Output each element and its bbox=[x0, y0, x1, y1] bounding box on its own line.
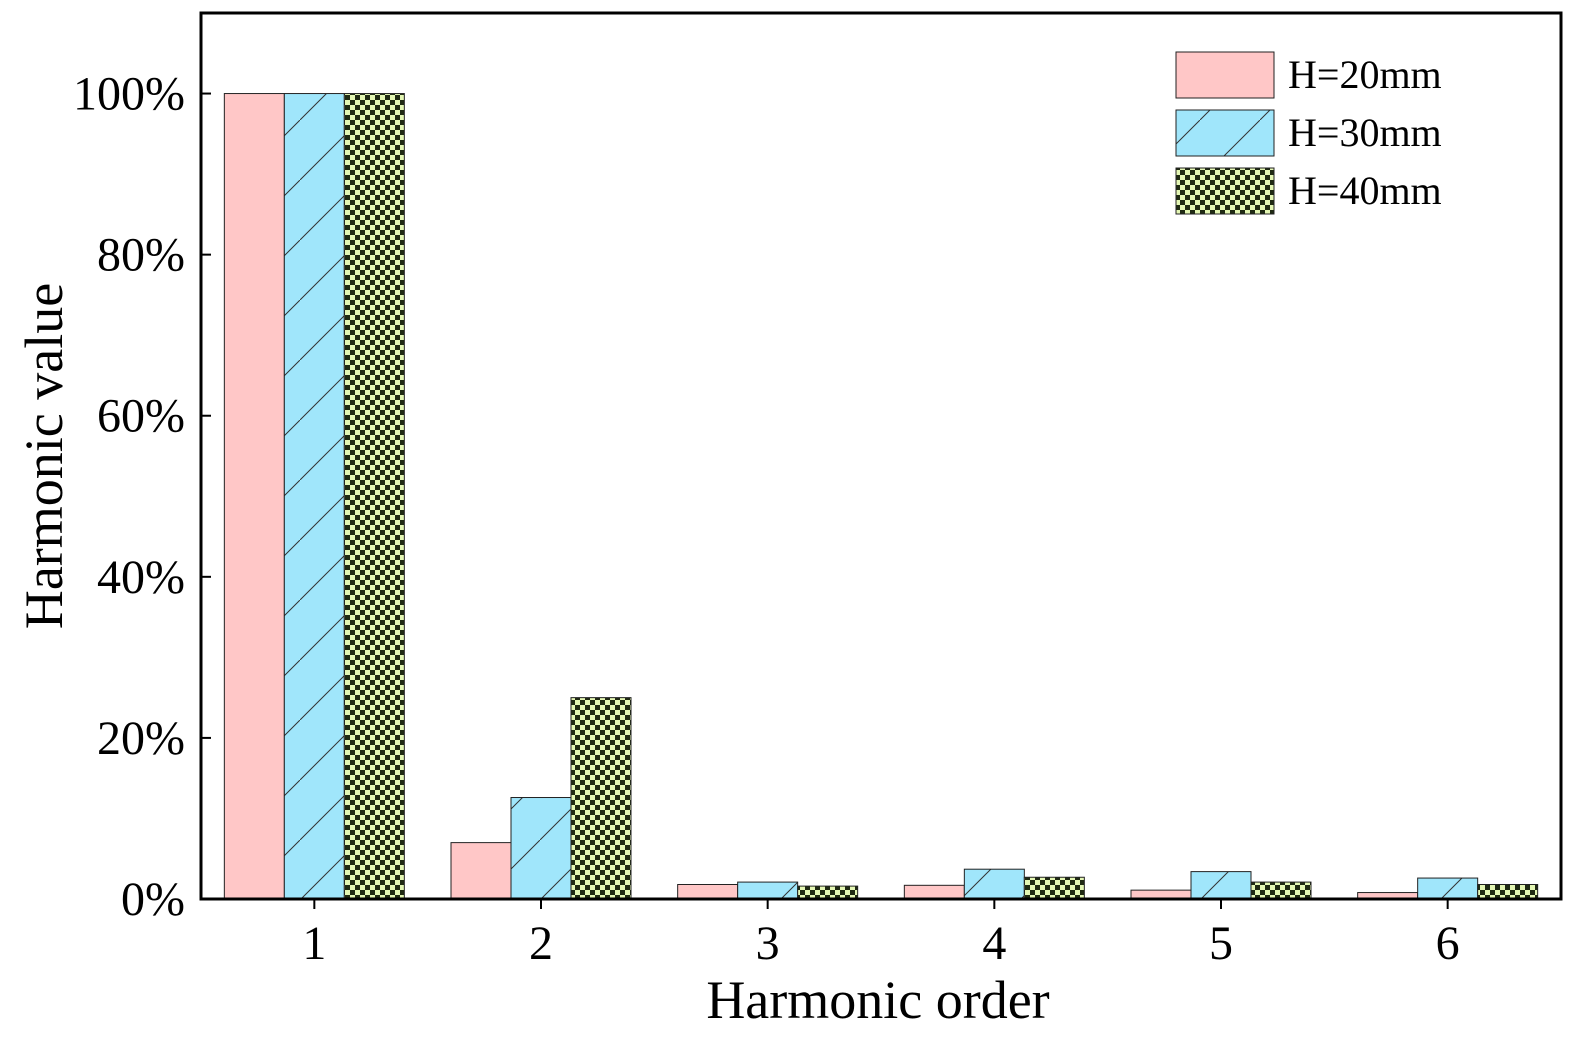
bar-H=40mm-order-2 bbox=[570, 697, 632, 900]
y-tick-label: 100% bbox=[73, 68, 185, 121]
legend: H=20mm H=30mm H=40mm bbox=[1175, 51, 1442, 215]
bar-H=40mm-order-3 bbox=[797, 885, 859, 900]
legend-swatch-H=20mm bbox=[1175, 51, 1275, 99]
x-tick-label: 1 bbox=[302, 917, 326, 970]
legend-swatch-H=30mm bbox=[1175, 109, 1275, 157]
bar-H=30mm-order-4 bbox=[963, 868, 1025, 900]
bar-H=30mm-order-5 bbox=[1190, 871, 1252, 900]
bar-H=40mm-order-1 bbox=[343, 93, 405, 900]
bar-H=20mm-order-2 bbox=[450, 842, 512, 900]
bar-H=40mm-order-4 bbox=[1023, 876, 1085, 900]
plot-frame bbox=[199, 11, 1563, 901]
y-axis-title: Harmonic value bbox=[14, 283, 74, 629]
x-tick-label: 2 bbox=[529, 917, 553, 970]
x-tick-label: 3 bbox=[756, 917, 780, 970]
x-axis: 1 2 3 4 5 6 bbox=[302, 899, 1460, 970]
y-tick-label: 60% bbox=[97, 390, 185, 443]
bar-H=20mm-order-4 bbox=[903, 884, 965, 900]
y-axis: 0% 20% 40% 60% 80% 100% bbox=[73, 68, 211, 926]
bar-H=20mm-order-1 bbox=[223, 93, 285, 900]
legend-label-H=20mm: H=20mm bbox=[1288, 52, 1442, 97]
legend-label-H=40mm: H=40mm bbox=[1288, 168, 1442, 213]
legend-swatch-H=40mm bbox=[1175, 167, 1275, 215]
bar-H=30mm-order-2 bbox=[510, 797, 572, 900]
bar-H=40mm-order-6 bbox=[1477, 884, 1539, 900]
bars-layer bbox=[223, 93, 1539, 900]
x-axis-title: Harmonic order bbox=[706, 970, 1049, 1030]
bar-H=40mm-order-5 bbox=[1250, 881, 1312, 900]
x-tick-label: 6 bbox=[1436, 917, 1460, 970]
y-tick-label: 80% bbox=[97, 229, 185, 282]
y-tick-label: 40% bbox=[97, 551, 185, 604]
y-tick-label: 20% bbox=[97, 712, 185, 765]
bar-H=20mm-order-3 bbox=[677, 884, 739, 900]
bar-H=30mm-order-6 bbox=[1417, 877, 1479, 900]
x-tick-label: 4 bbox=[982, 917, 1006, 970]
x-tick-label: 5 bbox=[1209, 917, 1233, 970]
bar-H=30mm-order-1 bbox=[283, 93, 345, 900]
legend-label-H=30mm: H=30mm bbox=[1288, 110, 1442, 155]
y-tick-label: 0% bbox=[121, 873, 185, 926]
bar-H=30mm-order-3 bbox=[737, 881, 799, 900]
